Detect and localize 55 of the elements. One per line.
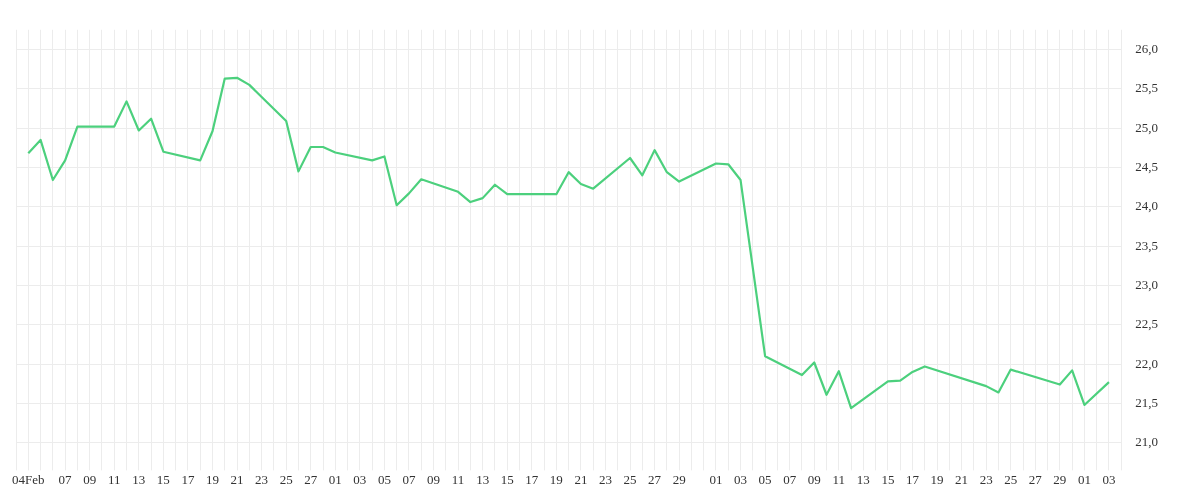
x-tick-label: 27: [1028, 471, 1043, 487]
x-tick-label: 21: [574, 471, 588, 487]
y-tick-label: 22,0: [1135, 355, 1158, 371]
x-tick-label: 15: [881, 471, 895, 487]
x-tick-label: 13: [856, 471, 870, 487]
x-tick-label: 01: [709, 471, 723, 487]
x-tick-label: 19: [930, 471, 944, 487]
x-tick-label: 23: [979, 471, 993, 487]
x-tick-label: 07: [402, 471, 416, 487]
x-tick-label: 05: [377, 471, 391, 487]
x-tick-label: 25: [1004, 471, 1018, 487]
x-tick-label: 29: [672, 471, 686, 487]
x-tick-label: 13: [476, 471, 490, 487]
x-tick-label: 23: [598, 471, 612, 487]
x-tick-label: 03: [734, 471, 748, 487]
x-tick-label: 19: [205, 471, 219, 487]
x-tick-label: 29: [1053, 471, 1067, 487]
y-tick-label: 23,5: [1135, 237, 1158, 253]
x-tick-label: 04Feb: [12, 471, 45, 487]
x-tick-label: 25: [279, 471, 293, 487]
x-tick-label: 11: [451, 471, 465, 487]
x-tick-label: 21: [955, 471, 969, 487]
x-tick-label: 05: [758, 471, 772, 487]
x-tick-label: 07: [58, 471, 73, 487]
x-tick-label: 13: [132, 471, 146, 487]
x-tick-label: 17: [181, 471, 195, 487]
y-tick-label: 22,5: [1135, 316, 1158, 332]
y-tick-label: 26,0: [1135, 40, 1158, 56]
x-tick-label: 25: [623, 471, 637, 487]
x-tick-label: 03: [353, 471, 367, 487]
x-tick-label: 03: [1102, 471, 1116, 487]
x-tick-label: 15: [500, 471, 514, 487]
x-tick-label: 07: [783, 471, 797, 487]
x-tick-label: 17: [525, 471, 539, 487]
x-tick-label: 09: [83, 471, 97, 487]
y-tick-label: 23,0: [1135, 276, 1158, 292]
x-tick-label: 21: [230, 471, 244, 487]
x-tick-label: 09: [427, 471, 441, 487]
y-tick-label: 21,5: [1135, 394, 1158, 410]
x-tick-label: 17: [905, 471, 920, 487]
x-tick-label: 27: [648, 471, 662, 487]
x-tick-label: 11: [832, 471, 846, 487]
x-tick-label: 23: [255, 471, 269, 487]
x-tick-label: 11: [107, 471, 121, 487]
y-tick-label: 25,5: [1135, 80, 1158, 96]
y-tick-label: 24,5: [1135, 158, 1158, 174]
x-tick-label: 09: [807, 471, 821, 487]
y-tick-label: 21,0: [1135, 434, 1158, 450]
x-tick-label: 01: [328, 471, 342, 487]
x-tick-label: 19: [549, 471, 563, 487]
y-tick-label: 25,0: [1135, 119, 1158, 135]
x-tick-label: 15: [156, 471, 170, 487]
x-tick-label: 27: [304, 471, 318, 487]
x-tick-label: 01: [1077, 471, 1091, 487]
y-tick-label: 24,0: [1135, 198, 1158, 214]
